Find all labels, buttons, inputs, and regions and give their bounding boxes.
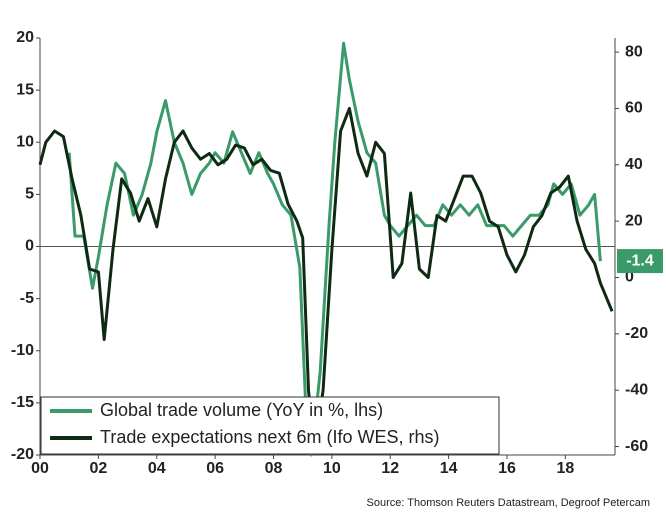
y2-tick-label: 60 [625, 100, 643, 117]
y2-tick-label: 80 [625, 43, 643, 60]
last-value-label: -1.4 [626, 252, 654, 269]
y2-tick-label: 20 [625, 212, 643, 229]
legend-box [40, 396, 500, 455]
y-tick-label: -10 [11, 342, 34, 359]
x-tick-label: 08 [265, 460, 283, 477]
x-tick-label: 00 [31, 460, 49, 477]
y-tick-label: 0 [25, 238, 34, 255]
x-tick-label: 02 [89, 460, 107, 477]
y-tick-label: -20 [11, 446, 34, 463]
y2-tick-label: -40 [625, 381, 648, 398]
x-tick-label: 12 [381, 460, 399, 477]
last-value-badge [617, 249, 663, 274]
x-tick-label: 06 [206, 460, 224, 477]
x-tick-label: 16 [498, 460, 516, 477]
y-tick-label: 5 [25, 186, 34, 203]
x-tick-label: 18 [556, 460, 574, 477]
y-tick-label: 10 [16, 133, 34, 150]
x-tick-label: 04 [148, 460, 166, 477]
y2-tick-label: -60 [625, 438, 648, 455]
y-tick-label: -5 [20, 290, 34, 307]
y2-tick-label: 0 [625, 269, 634, 286]
y-tick-label: -15 [11, 394, 34, 411]
x-tick-label: 10 [323, 460, 341, 477]
legend-label: Trade expectations next 6m (Ifo WES, rhs… [100, 427, 439, 447]
source: Source: Thomson Reuters Datastream, Degr… [367, 497, 650, 509]
series-line [67, 41, 602, 457]
y-tick-label: 20 [16, 29, 34, 46]
legend-label: Global trade volume (YoY in %, lhs) [100, 400, 383, 420]
y-tick-label: 15 [16, 81, 34, 98]
x-tick-label: 14 [440, 460, 458, 477]
y2-tick-label: 40 [625, 156, 643, 173]
y2-tick-label: -20 [625, 325, 648, 342]
